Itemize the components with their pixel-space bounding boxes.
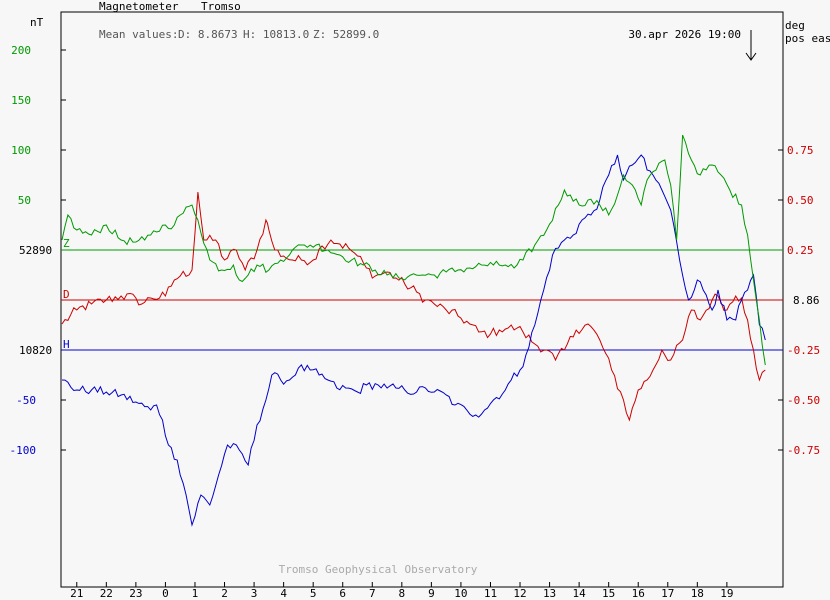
series-d-line	[61, 191, 766, 422]
series-h-line	[61, 154, 766, 527]
z-series-label: Z	[63, 237, 70, 250]
x-tick-label: 6	[339, 587, 346, 600]
z-tick-label: 50	[18, 194, 31, 207]
x-tick-label: 9	[428, 587, 435, 600]
station-label: Tromso	[201, 0, 241, 13]
x-tick-label: 7	[369, 587, 376, 600]
mean-h-value: H: 10813.0	[243, 28, 309, 41]
x-tick-label: 13	[543, 587, 556, 600]
instrument-label: Magnetometer	[99, 0, 179, 13]
x-tick-label: 2	[221, 587, 228, 600]
h-series-label: H	[63, 338, 70, 351]
x-tick-label: 15	[602, 587, 615, 600]
z-tick-label: 100	[11, 144, 31, 157]
z-tick-label: 200	[11, 44, 31, 57]
left-unit-label: nT	[30, 16, 44, 29]
d-baseline-label: 8.86	[793, 294, 820, 307]
x-tick-label: 18	[691, 587, 704, 600]
x-tick-label: 17	[661, 587, 674, 600]
right-axis: 0.75 0.50 0.25 -0.25 -0.50 -0.75	[778, 144, 820, 457]
left-axis: 200 150 100 50 -50 -100	[10, 44, 66, 457]
series-z-line	[61, 134, 766, 366]
x-tick-label: 12	[513, 587, 526, 600]
x-tick-label: 22	[100, 587, 113, 600]
x-tick-label: 8	[399, 587, 406, 600]
x-tick-label: 0	[162, 587, 169, 600]
z-tick-label: 150	[11, 94, 31, 107]
x-tick-label: 5	[310, 587, 317, 600]
d-tick-label: 0.50	[787, 194, 814, 207]
h-tick-label: -100	[10, 444, 37, 457]
mean-values-label: Mean values:	[99, 28, 178, 41]
x-tick-label: 1	[192, 587, 199, 600]
d-tick-label: -0.50	[787, 394, 820, 407]
z-baseline-label: 52890	[19, 244, 52, 257]
x-tick-label: 19	[720, 587, 733, 600]
mean-d-value: D: 8.8673	[178, 28, 238, 41]
d-tick-label: -0.75	[787, 444, 820, 457]
h-baseline-label: 10820	[19, 344, 52, 357]
x-tick-label: 4	[280, 587, 287, 600]
current-time-arrow-icon	[745, 30, 757, 61]
h-tick-label: -50	[16, 394, 36, 407]
x-tick-label: 11	[484, 587, 497, 600]
footer-credit: Tromso Geophysical Observatory	[279, 563, 478, 576]
x-tick-label: 21	[70, 587, 83, 600]
x-tick-label: 14	[573, 587, 587, 600]
x-axis: 21 22 23 0 1 2 3 4 5 6 7 8 9 10 11 12 13 14 15 16 17 18 19	[70, 582, 734, 600]
series-layer	[61, 134, 766, 527]
d-tick-label: 0.75	[787, 144, 814, 157]
x-tick-label: 3	[251, 587, 258, 600]
d-series-label: D	[63, 288, 70, 301]
timestamp-label: 30.apr 2026 19:00	[628, 28, 741, 41]
d-tick-label: -0.25	[787, 344, 820, 357]
x-tick-label: 10	[454, 587, 467, 600]
x-tick-label: 23	[129, 587, 142, 600]
mean-z-value: Z: 52899.0	[313, 28, 379, 41]
right-unit-label-2: pos east	[785, 32, 830, 45]
x-tick-label: 16	[632, 587, 645, 600]
right-unit-label-1: deg	[785, 19, 805, 32]
d-tick-label: 0.25	[787, 244, 814, 257]
